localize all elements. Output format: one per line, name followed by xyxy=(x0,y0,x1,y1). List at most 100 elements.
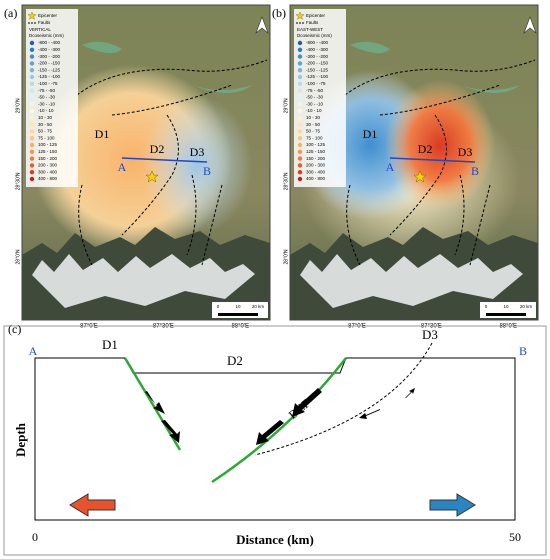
legend-swatch xyxy=(297,122,303,127)
legend-swatch xyxy=(297,68,303,73)
legend-swatch xyxy=(29,95,35,100)
slip-arrows xyxy=(145,388,415,445)
panel-label: (a) xyxy=(4,6,17,20)
legend-swatch xyxy=(297,81,303,87)
legend-swatch xyxy=(29,54,35,59)
legend-text: 125 - 150 xyxy=(38,149,58,154)
profile-end: A xyxy=(386,160,395,174)
legend-text: -150 - -125 xyxy=(38,67,61,72)
legend-text: -125 - -100 xyxy=(306,74,329,79)
legend-swatch xyxy=(29,108,35,114)
legend-text: -150 - -125 xyxy=(306,67,329,72)
north-arrow xyxy=(255,16,269,34)
legend-swatch xyxy=(297,136,303,141)
profile-end: B xyxy=(203,164,211,178)
legend-text: 200 - 300 xyxy=(38,163,58,168)
legend-swatch xyxy=(297,170,303,175)
legend-swatch xyxy=(29,68,35,73)
panel-frame xyxy=(3,325,547,556)
legend-swatch xyxy=(29,74,35,80)
legend-swatch xyxy=(297,149,303,154)
legend-swatch xyxy=(297,88,303,93)
green-valley xyxy=(82,41,252,93)
legend-text: 150 - 200 xyxy=(306,156,326,161)
legend-text: -400 - -300 xyxy=(306,47,329,52)
fault-label: D2 xyxy=(227,353,243,368)
legend-swatch xyxy=(29,136,35,141)
legend-text: Faults xyxy=(306,20,319,25)
extension-arrow-left xyxy=(69,493,116,517)
fault-lines xyxy=(76,59,268,266)
y-axis-label: Depth xyxy=(13,422,28,457)
lon-label: 87°30'E xyxy=(153,324,174,330)
legend-text: -400 - -300 xyxy=(38,47,61,52)
snow xyxy=(300,254,523,308)
legend-swatch xyxy=(297,40,303,46)
legend-text: 50 - 75 xyxy=(38,129,53,134)
legend-swatch xyxy=(297,47,303,52)
lat-label: 28°30'N xyxy=(283,172,289,190)
legend-swatch xyxy=(297,108,303,114)
fault-marker: D2 xyxy=(150,142,165,156)
legend-swatch xyxy=(297,74,303,80)
lat-label: 28°0'N xyxy=(283,249,289,264)
legend-swatch xyxy=(297,156,303,161)
fault-label: D1 xyxy=(102,337,118,352)
legend-title: Dcoseismic (mm) xyxy=(297,33,332,38)
legend-text: Epicenter xyxy=(38,13,58,18)
legend-text: -125 - -100 xyxy=(38,74,61,79)
legend-swatch xyxy=(29,115,35,121)
legend-text: 300 - 400 xyxy=(38,169,58,174)
legend-star xyxy=(295,11,305,20)
legend-text: -300 - -200 xyxy=(38,54,61,59)
profile-line xyxy=(389,157,476,163)
legend-swatch xyxy=(29,81,35,87)
legend-swatch xyxy=(297,102,303,107)
legend-text: 75 - 100 xyxy=(306,135,323,140)
end-label: B xyxy=(519,344,527,358)
legend-title: VERTICAL xyxy=(29,27,51,32)
legend-swatch xyxy=(29,40,35,46)
legend-swatch xyxy=(297,54,303,59)
legend-text: 400 - 800 xyxy=(38,176,58,181)
scale-label: 0 xyxy=(485,304,488,309)
scale-label: 10 xyxy=(503,304,509,309)
legend-star xyxy=(27,11,37,20)
legend-text: 300 - 400 xyxy=(306,169,326,174)
deformation xyxy=(142,95,252,235)
panel-label: (c) xyxy=(8,322,21,336)
fault-lines xyxy=(344,59,536,266)
snow xyxy=(32,254,255,308)
legend-text: 150 - 200 xyxy=(38,156,58,161)
panel-label: (b) xyxy=(272,6,286,20)
profile-end: A xyxy=(118,160,127,174)
legend-swatch xyxy=(297,61,303,66)
lon-label: 88°0'E xyxy=(231,324,249,330)
legend-swatch xyxy=(29,156,35,161)
legend-swatch xyxy=(297,163,303,168)
fault-d1 xyxy=(123,357,182,451)
legend-swatch xyxy=(29,170,35,175)
lon-label: 88°0'E xyxy=(499,324,517,330)
scale-label: 20 km xyxy=(520,304,533,309)
fault-d3 xyxy=(254,342,433,456)
scale-label: 20 km xyxy=(252,304,265,309)
fault-marker: D1 xyxy=(363,127,378,141)
legend-text: 10 - 30 xyxy=(38,115,53,120)
lon-label: 87°0'E xyxy=(80,324,98,330)
legend-swatch xyxy=(297,176,303,182)
legend-title: EAST-WEST xyxy=(297,27,323,32)
legend-text: -200 - -150 xyxy=(306,61,329,66)
epicenter-star xyxy=(145,170,159,183)
legend-box xyxy=(294,9,346,187)
x-tick-label: 50 xyxy=(509,530,521,544)
legend-text: -50 - -30 xyxy=(38,95,56,100)
lat-label: 28°0'N xyxy=(15,249,21,264)
fault-marker: D3 xyxy=(190,145,205,159)
legend-text: -200 - -150 xyxy=(38,61,61,66)
legend-text: -800 - -400 xyxy=(38,40,61,45)
legend-swatch xyxy=(29,102,35,107)
legend-swatch xyxy=(29,163,35,168)
epicenter-star xyxy=(413,170,427,183)
legend-text: 75 - 100 xyxy=(38,135,55,140)
